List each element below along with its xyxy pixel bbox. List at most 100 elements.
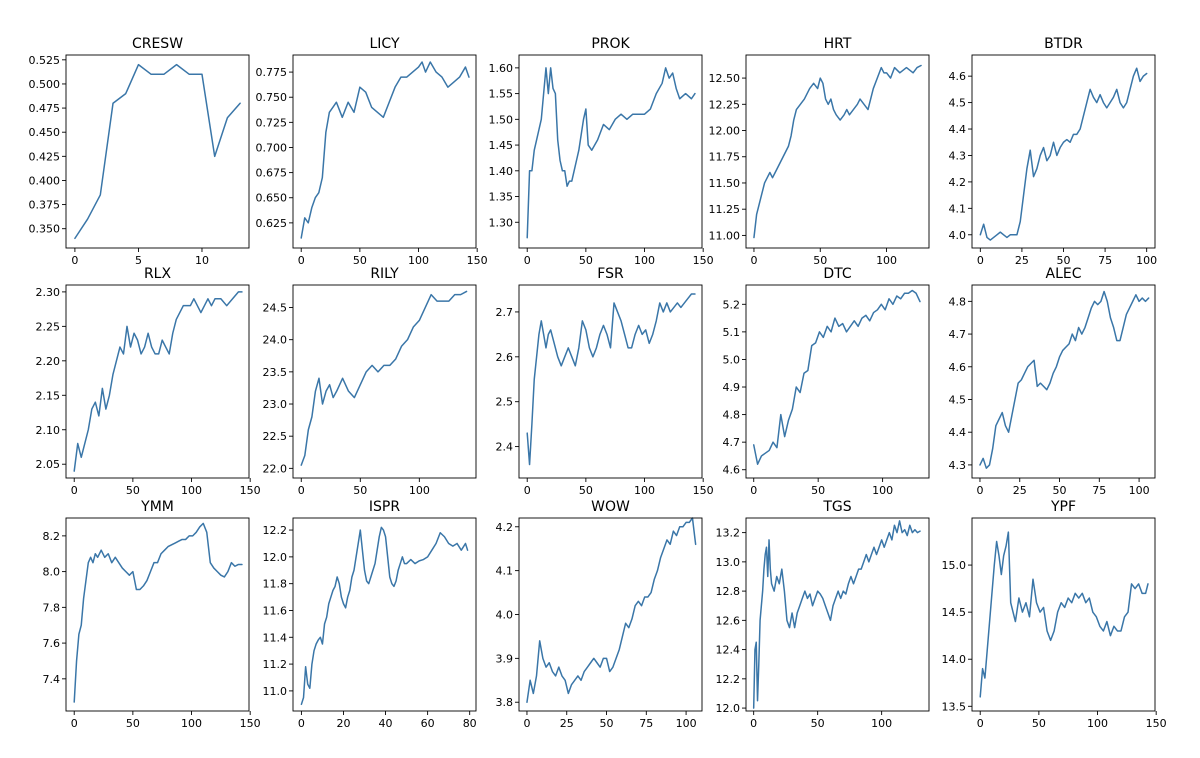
x-tick-label: 50 — [579, 254, 593, 267]
y-tick-label: 1.55 — [489, 88, 514, 101]
subplot-title: LICY — [369, 36, 399, 52]
x-tick-label: 0 — [977, 254, 984, 267]
y-tick-label: 4.1 — [949, 202, 967, 215]
x-tick-label: 25 — [560, 717, 574, 730]
y-tick-label: 12.2 — [263, 524, 288, 537]
x-tick-label: 50 — [1053, 484, 1067, 497]
y-tick-label: 7.6 — [43, 637, 61, 650]
y-tick-label: 14.5 — [942, 606, 967, 619]
x-tick-label: 0 — [298, 254, 305, 267]
y-tick-label: 4.8 — [723, 409, 741, 422]
x-tick-label: 0 — [750, 717, 757, 730]
y-tick-label: 3.9 — [496, 652, 514, 665]
x-tick-label: 150 — [1146, 717, 1167, 730]
y-tick-label: 2.30 — [36, 286, 61, 299]
y-tick-label: 12.4 — [716, 644, 741, 657]
x-tick-label: 100 — [1087, 717, 1108, 730]
subplot-title: HRT — [824, 36, 852, 52]
subplot-rily: RILY 0 50 100 22.0 22.5 23.0 23.5 24.0 24.5 — [263, 266, 477, 497]
x-tick-label: 75 — [639, 717, 653, 730]
y-tick-label: 0.725 — [256, 116, 288, 129]
y-tick-label: 12.6 — [716, 614, 741, 627]
x-tick-label: 100 — [1129, 484, 1150, 497]
x-tick-label: 50 — [811, 717, 825, 730]
y-tick-label: 0.675 — [256, 167, 288, 180]
x-tick-label: 0 — [71, 717, 78, 730]
y-tick-label: 12.25 — [709, 98, 741, 111]
x-tick-label: 50 — [353, 254, 367, 267]
plot-frame — [518, 284, 703, 479]
y-tick-label: 0.450 — [29, 126, 61, 139]
y-tick-label: 0.500 — [29, 78, 61, 91]
subplot-rlx: RLX 0 50 100 150 2.05 2.10 2.15 2.20 2.25 2.30 — [36, 266, 261, 497]
plot-frame — [745, 517, 930, 712]
plot-frame — [745, 54, 930, 249]
series-line — [753, 64, 922, 239]
y-tick-label: 2.5 — [496, 396, 514, 409]
y-tick-label: 3.8 — [496, 696, 514, 709]
y-tick-label: 11.25 — [709, 203, 741, 216]
x-tick-label: 0 — [750, 484, 757, 497]
y-tick-label: 12.0 — [263, 551, 288, 564]
y-tick-label: 4.5 — [949, 97, 967, 110]
x-tick-label: 0 — [298, 484, 305, 497]
y-tick-label: 14.0 — [942, 653, 967, 666]
subplot-title: RLX — [144, 266, 172, 282]
x-tick-label: 80 — [463, 717, 477, 730]
y-tick-label: 4.4 — [949, 123, 967, 136]
subplot-title: WOW — [591, 499, 630, 515]
y-tick-label: 11.00 — [709, 229, 741, 242]
x-tick-label: 100 — [876, 254, 897, 267]
y-tick-label: 0.750 — [256, 91, 288, 104]
x-tick-label: 50 — [1032, 717, 1046, 730]
y-tick-label: 8.0 — [43, 566, 61, 579]
subplot-btdr: BTDR 0 25 50 75 100 4.0 4.1 4.2 4.3 4.4 4.5 4.6 — [949, 36, 1158, 267]
y-tick-label: 11.8 — [263, 578, 288, 591]
y-tick-label: 4.8 — [949, 295, 967, 308]
y-tick-label: 23.5 — [263, 366, 288, 379]
x-tick-label: 150 — [467, 254, 488, 267]
subplot-title: ALEC — [1046, 266, 1082, 282]
series-line — [526, 67, 696, 239]
x-tick-label: 150 — [240, 484, 261, 497]
x-tick-label: 50 — [353, 484, 367, 497]
x-tick-label: 100 — [408, 254, 429, 267]
y-tick-label: 15.0 — [942, 559, 967, 572]
subplot-title: RILY — [370, 266, 399, 282]
y-tick-label: 4.5 — [949, 393, 967, 406]
y-tick-label: 4.2 — [949, 176, 967, 189]
series-line — [73, 291, 243, 472]
x-tick-label: 100 — [634, 484, 655, 497]
x-tick-label: 50 — [126, 484, 140, 497]
y-tick-label: 2.05 — [36, 458, 61, 471]
series-line — [74, 63, 241, 240]
y-tick-label: 5.2 — [723, 298, 741, 311]
x-tick-label: 50 — [579, 484, 593, 497]
plot-frame — [65, 284, 250, 479]
y-tick-label: 4.6 — [949, 361, 967, 374]
y-tick-label: 7.8 — [43, 601, 61, 614]
series-line — [73, 522, 243, 703]
subplot-alec: ALEC 0 25 50 75 100 4.3 4.4 4.5 4.6 4.7 4.8 — [949, 266, 1156, 497]
y-tick-label: 4.0 — [496, 609, 514, 622]
y-tick-label: 4.9 — [723, 381, 741, 394]
y-tick-label: 0.425 — [29, 150, 61, 163]
x-tick-label: 0 — [71, 254, 78, 267]
x-tick-label: 0 — [71, 484, 78, 497]
y-tick-label: 11.0 — [263, 685, 288, 698]
y-tick-label: 2.4 — [496, 441, 514, 454]
y-tick-label: 0.525 — [29, 54, 61, 67]
plot-frame — [292, 517, 477, 712]
series-line — [979, 531, 1149, 698]
y-tick-label: 23.0 — [263, 398, 288, 411]
y-tick-label: 5.1 — [723, 326, 741, 339]
x-tick-label: 50 — [811, 484, 825, 497]
x-tick-label: 0 — [524, 484, 531, 497]
y-tick-label: 12.00 — [709, 125, 741, 138]
subplot-title: TGS — [822, 499, 851, 515]
y-tick-label: 0.775 — [256, 66, 288, 79]
y-tick-label: 1.60 — [489, 62, 514, 75]
y-tick-label: 13.2 — [716, 527, 741, 540]
y-tick-label: 1.40 — [489, 165, 514, 178]
